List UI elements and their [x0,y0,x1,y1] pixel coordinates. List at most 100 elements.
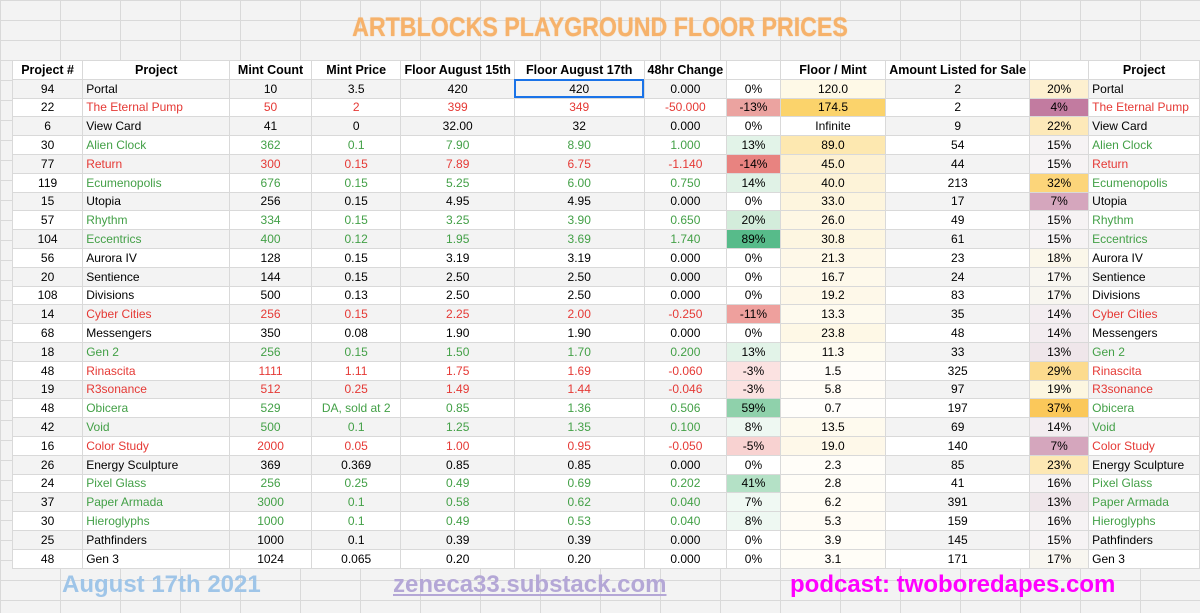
cell-floor15[interactable]: 1.25 [400,417,515,437]
cell-project[interactable]: R3sonance [82,379,231,400]
cell-num[interactable]: 22 [11,97,84,118]
cell-floor17[interactable]: 6.00 [513,172,645,193]
cell-num[interactable]: 104 [11,229,84,249]
cell-floor-mint[interactable]: 23.8 [779,323,887,343]
cell-change[interactable]: 0.202 [643,473,728,494]
cell-floor15[interactable]: 0.20 [400,548,515,569]
cell-floor-mint[interactable]: Infinite [779,116,887,137]
cell-mint-price[interactable]: 0.12 [310,229,402,249]
cell-listed[interactable]: 325 [885,360,1031,381]
cell-floor15[interactable]: 7.89 [400,153,515,174]
cell-floor-mint[interactable]: 26.0 [779,210,887,231]
cell-project2[interactable]: View Card [1088,116,1200,137]
cell-change[interactable]: 0.750 [643,172,728,193]
cell-floor15[interactable]: 7.90 [400,135,515,155]
cell-floor15[interactable]: 32.00 [400,116,515,137]
cell-floor-mint[interactable]: 33.0 [779,191,887,212]
cell-floor17[interactable]: 2.50 [513,285,645,306]
cell-project2[interactable]: Paper Armada [1088,492,1200,513]
cell-mint-count[interactable]: 256 [229,341,312,362]
cell-floor15[interactable]: 2.25 [400,304,515,325]
cell-mint-price[interactable]: 0.15 [310,247,402,268]
cell-listed-pct[interactable]: 17% [1029,285,1090,306]
cell-project2[interactable]: Cyber Cities [1088,304,1200,325]
cell-project[interactable]: Pathfinders [82,529,231,550]
cell-floor15[interactable]: 1.90 [400,323,515,343]
column-header[interactable]: 48hr Change [643,60,728,80]
cell-change[interactable]: 0.200 [643,341,728,362]
cell-floor15[interactable]: 3.25 [400,210,515,231]
cell-project[interactable]: Utopia [82,191,231,212]
cell-floor15[interactable]: 0.85 [400,398,515,419]
cell-mint-price[interactable]: 0.05 [310,435,402,456]
cell-floor-mint[interactable]: 11.3 [779,341,887,362]
cell-mint-price[interactable]: 0.15 [310,191,402,212]
cell-floor15[interactable]: 4.95 [400,191,515,212]
cell-mint-price[interactable]: 0.15 [310,153,402,174]
cell-project2[interactable]: Rhythm [1088,210,1200,231]
cell-listed[interactable]: 85 [885,454,1031,475]
cell-change[interactable]: -0.250 [643,304,728,325]
cell-num[interactable]: 56 [11,247,84,268]
cell-listed-pct[interactable]: 13% [1029,492,1090,513]
cell-mint-count[interactable]: 676 [229,172,312,193]
cell-floor-mint[interactable]: 2.3 [779,454,887,475]
cell-num[interactable]: 30 [11,135,84,155]
cell-floor15[interactable]: 399 [400,97,515,118]
cell-floor15[interactable]: 0.49 [400,511,515,531]
cell-listed[interactable]: 140 [885,435,1031,456]
cell-mint-price[interactable]: 0 [310,116,402,137]
cell-num[interactable]: 24 [11,473,84,494]
cell-change[interactable]: 0.000 [643,266,728,287]
cell-listed[interactable]: 44 [885,153,1031,174]
cell-mint-price[interactable]: 0.25 [310,473,402,494]
cell-listed[interactable]: 9 [885,116,1031,137]
cell-mint-count[interactable]: 10 [229,78,312,99]
cell-listed-pct[interactable]: 7% [1029,191,1090,212]
cell-floor17[interactable]: 1.69 [513,360,645,381]
cell-pct[interactable]: 0% [726,529,781,550]
column-header[interactable]: Floor / Mint [779,60,887,80]
cell-pct[interactable]: 89% [726,229,781,249]
cell-floor-mint[interactable]: 30.8 [779,229,887,249]
cell-project2[interactable]: Messengers [1088,323,1200,343]
cell-num[interactable]: 48 [11,548,84,569]
cell-project[interactable]: Sentience [82,266,231,287]
cell-project2[interactable]: Obicera [1088,398,1200,419]
cell-change[interactable]: 0.100 [643,417,728,437]
cell-num[interactable]: 25 [11,529,84,550]
cell-num[interactable]: 48 [11,398,84,419]
cell-pct[interactable]: 0% [726,548,781,569]
cell-pct[interactable]: 14% [726,172,781,193]
cell-floor17[interactable]: 3.90 [513,210,645,231]
cell-listed-pct[interactable]: 20% [1029,78,1090,99]
cell-project[interactable]: Portal [82,78,231,99]
cell-project2[interactable]: Hieroglyphs [1088,511,1200,531]
cell-floor15[interactable]: 0.49 [400,473,515,494]
cell-pct[interactable]: -14% [726,153,781,174]
cell-pct[interactable]: 0% [726,454,781,475]
cell-project[interactable]: View Card [82,116,231,137]
cell-floor17[interactable]: 3.19 [513,247,645,268]
cell-change[interactable]: 0.000 [643,78,728,99]
cell-change[interactable]: 0.000 [643,191,728,212]
cell-project2[interactable]: Return [1088,153,1200,174]
cell-mint-count[interactable]: 3000 [229,492,312,513]
cell-mint-count[interactable]: 256 [229,304,312,325]
cell-project[interactable]: Divisions [82,285,231,306]
cell-mint-count[interactable]: 400 [229,229,312,249]
cell-floor15[interactable]: 0.85 [400,454,515,475]
cell-floor17[interactable]: 0.85 [513,454,645,475]
cell-mint-count[interactable]: 369 [229,454,312,475]
cell-floor-mint[interactable]: 19.2 [779,285,887,306]
cell-project[interactable]: Gen 2 [82,341,231,362]
cell-pct[interactable]: -3% [726,379,781,400]
cell-listed[interactable]: 69 [885,417,1031,437]
cell-num[interactable]: 14 [11,304,84,325]
cell-change[interactable]: -0.046 [643,379,728,400]
cell-floor15[interactable]: 3.19 [400,247,515,268]
cell-listed-pct[interactable]: 17% [1029,266,1090,287]
cell-mint-price[interactable]: 0.065 [310,548,402,569]
cell-num[interactable]: 20 [11,266,84,287]
cell-project2[interactable]: Sentience [1088,266,1200,287]
